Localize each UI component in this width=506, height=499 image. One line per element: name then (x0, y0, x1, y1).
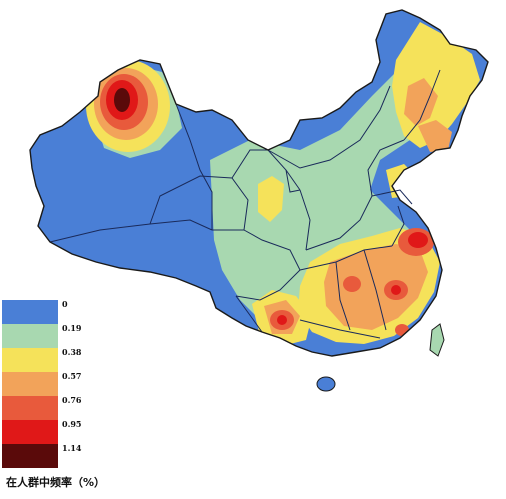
legend-swatch (2, 444, 58, 468)
zone-orange-liaoning (418, 120, 452, 152)
zone-orange-east (324, 244, 428, 330)
border-hebei (367, 139, 405, 197)
hotspot-xinjiang-core (114, 88, 130, 112)
legend-swatch (2, 420, 58, 444)
legend-label: 0.19 (62, 323, 82, 333)
border-yunnan (235, 295, 263, 333)
border-xinjiang (175, 103, 213, 230)
border-hunan (335, 261, 351, 331)
hotspot-jiangxi-core (391, 285, 401, 295)
border-ningxia (285, 169, 301, 193)
border-jiangxi (363, 249, 387, 331)
legend-label: 0 (62, 299, 68, 309)
border-mongolia (267, 85, 391, 169)
border-guangdong (299, 319, 381, 339)
legend-swatch (2, 396, 58, 420)
border-anhui (391, 205, 405, 247)
legend-swatch (2, 348, 58, 372)
island-hainan (316, 376, 336, 392)
hotspot-jiangsu-core (408, 232, 428, 248)
legend-label: 0.38 (62, 347, 82, 357)
legend-label: 1.14 (62, 443, 82, 453)
border-hubei (299, 245, 393, 271)
zone-yellow-center (258, 176, 284, 222)
legend-label: 0.95 (62, 419, 81, 429)
border-shaanxi (299, 189, 311, 251)
border-northeast (403, 69, 441, 141)
province-borders (49, 69, 441, 339)
legend-swatch (2, 300, 58, 324)
legend: 0 0.19 0.38 0.57 0.76 0.95 1.14 在人群中频率（%） (2, 299, 105, 489)
border-shandong (371, 189, 413, 205)
hotspot-hunan (343, 276, 361, 292)
zone-orange-northeast (404, 78, 438, 126)
hotspot-guangxi-core (277, 315, 287, 325)
legend-caption: 在人群中频率（%） (6, 475, 105, 489)
border-henan (305, 195, 373, 251)
legend-swatch (2, 324, 58, 348)
legend-swatch (2, 372, 58, 396)
legend-label: 0.76 (62, 395, 82, 405)
country-outline (29, 9, 489, 357)
legend-label: 0.57 (62, 371, 81, 381)
island-taiwan (429, 323, 445, 357)
